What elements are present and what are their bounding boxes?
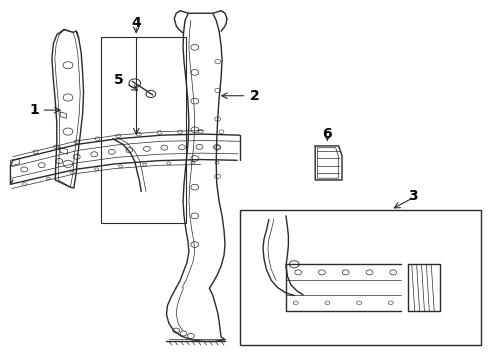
Polygon shape [60, 112, 66, 118]
Text: 5: 5 [114, 73, 137, 90]
Text: 1: 1 [29, 103, 60, 117]
Bar [101, 37, 185, 223]
Text: 4: 4 [131, 16, 141, 30]
Polygon shape [315, 146, 341, 180]
Bar [239, 211, 480, 345]
Text: 2: 2 [221, 89, 259, 103]
Polygon shape [407, 264, 439, 311]
Text: 3: 3 [407, 189, 417, 203]
Polygon shape [60, 148, 67, 154]
Polygon shape [10, 158, 19, 166]
Text: 6: 6 [322, 127, 331, 141]
